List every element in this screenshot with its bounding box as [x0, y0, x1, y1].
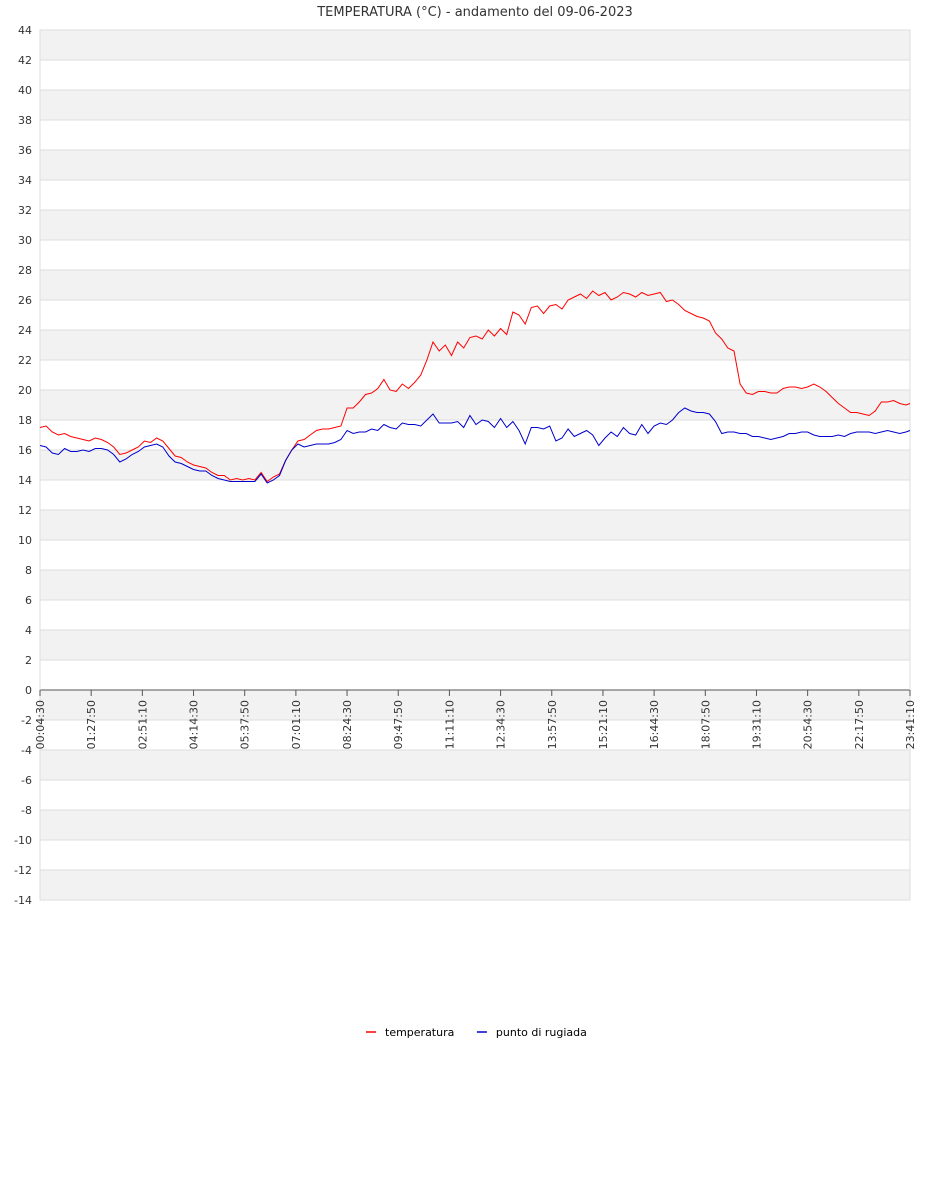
background-band — [40, 420, 910, 450]
y-tick-label: 28 — [18, 264, 32, 277]
y-tick-label: 30 — [18, 234, 32, 247]
x-tick-label: 16:44:30 — [648, 700, 661, 749]
background-band — [40, 600, 910, 630]
x-axis-ticks: 00:04:30 01:27:50 02:51:10 04:14:30 05:37:50… — [34, 690, 917, 749]
background-band — [40, 630, 910, 660]
background-band — [40, 540, 910, 570]
y-tick-label: 36 — [18, 144, 32, 157]
x-tick-label: 18:07:50 — [699, 700, 712, 749]
y-tick-label: 24 — [18, 324, 32, 337]
y-tick-label: 26 — [18, 294, 32, 307]
y-tick-label: -14 — [14, 894, 32, 907]
x-tick-label: 22:17:50 — [853, 700, 866, 749]
background-band — [40, 30, 910, 60]
background-band — [40, 660, 910, 690]
y-tick-label: 2 — [25, 654, 32, 667]
y-tick-label: -8 — [21, 804, 32, 817]
y-tick-label: 14 — [18, 474, 32, 487]
series-line-punto-di-rugiada — [39, 407, 911, 484]
y-tick-label: -6 — [21, 774, 32, 787]
y-tick-label: -12 — [14, 864, 32, 877]
x-tick-label: 23:41:10 — [904, 700, 917, 749]
y-tick-label: 38 — [18, 114, 32, 127]
y-tick-label: 6 — [25, 594, 32, 607]
background-band — [40, 240, 910, 270]
background-band — [40, 390, 910, 420]
y-tick-label: -10 — [14, 834, 32, 847]
y-tick-label: 42 — [18, 54, 32, 67]
y-tick-label: 22 — [18, 354, 32, 367]
legend: temperatura punto di rugiada — [366, 1026, 587, 1039]
x-tick-label: 00:04:30 — [34, 700, 47, 749]
x-tick-label: 07:01:10 — [290, 700, 303, 749]
x-tick-label: 13:57:50 — [546, 700, 559, 749]
legend-label: punto di rugiada — [496, 1026, 587, 1039]
background-band — [40, 90, 910, 120]
x-tick-label: 15:21:10 — [597, 700, 610, 749]
background-band — [40, 780, 910, 810]
series-line-temperatura — [39, 290, 911, 483]
x-tick-label: 12:34:30 — [495, 700, 508, 749]
background-band — [40, 510, 910, 540]
y-tick-label: 8 — [25, 564, 32, 577]
y-tick-label: 20 — [18, 384, 32, 397]
background-band — [40, 570, 910, 600]
background-band — [40, 750, 910, 780]
background-band — [40, 810, 910, 840]
background-band — [40, 210, 910, 240]
background-bands — [40, 30, 910, 900]
background-band — [40, 690, 910, 720]
x-tick-label: 02:51:10 — [136, 700, 149, 749]
y-tick-label: 10 — [18, 534, 32, 547]
y-tick-label: 12 — [18, 504, 32, 517]
y-axis-ticks: 4442403836343230282624222018161412108642… — [14, 24, 32, 907]
y-tick-label: 4 — [25, 624, 32, 637]
x-tick-label: 20:54:30 — [802, 700, 815, 749]
x-tick-label: 08:24:30 — [341, 700, 354, 749]
x-tick-label: 09:47:50 — [392, 700, 405, 749]
x-tick-label: 01:27:50 — [85, 700, 98, 749]
legend-label: temperatura — [385, 1026, 454, 1039]
y-tick-label: 0 — [25, 684, 32, 697]
y-tick-label: 40 — [18, 84, 32, 97]
background-band — [40, 330, 910, 360]
background-band — [40, 270, 910, 300]
background-band — [40, 360, 910, 390]
chart-title: TEMPERATURA (°C) - andamento del 09-06-2… — [316, 5, 633, 20]
x-tick-label: 04:14:30 — [188, 700, 201, 749]
y-tick-label: 32 — [18, 204, 32, 217]
gridlines — [39, 29, 911, 901]
x-tick-label: 19:31:10 — [750, 700, 763, 749]
background-band — [40, 150, 910, 180]
x-tick-label: 11:11:10 — [443, 700, 456, 749]
y-tick-label: 16 — [18, 444, 32, 457]
background-band — [40, 60, 910, 90]
background-band — [40, 120, 910, 150]
y-tick-label: 18 — [18, 414, 32, 427]
background-band — [40, 480, 910, 510]
background-band — [40, 450, 910, 480]
series-lines — [39, 290, 911, 484]
y-tick-label: 44 — [18, 24, 32, 37]
y-tick-label: -2 — [21, 714, 32, 727]
y-tick-label: 34 — [18, 174, 32, 187]
background-band — [40, 840, 910, 870]
background-band — [40, 180, 910, 210]
background-band — [40, 720, 910, 750]
background-band — [40, 870, 910, 900]
background-band — [40, 300, 910, 330]
x-tick-label: 05:37:50 — [239, 700, 252, 749]
y-tick-label: -4 — [21, 744, 32, 757]
